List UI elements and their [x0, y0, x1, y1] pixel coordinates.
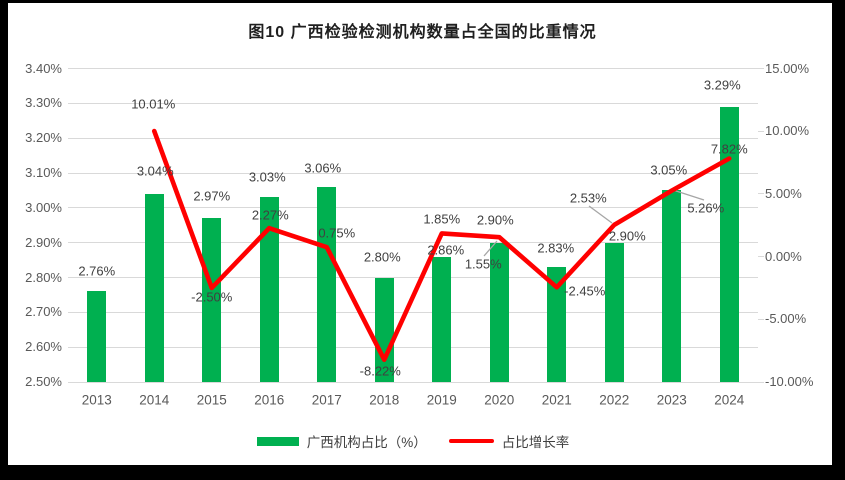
line-label: 10.01%: [131, 96, 176, 112]
leader-line: [483, 240, 498, 257]
x-tick-label: 2022: [599, 392, 630, 408]
bar-label: 2.86%: [427, 242, 465, 258]
leader-line: [588, 205, 613, 224]
x-tick-label: 2020: [484, 392, 515, 408]
y-left-tick-label: 2.90%: [25, 234, 62, 250]
x-tick-label: 2023: [656, 392, 687, 408]
line-label: 2.27%: [251, 207, 289, 223]
bar-label: 2.97%: [193, 188, 231, 204]
x-tick-label: 2019: [426, 392, 457, 408]
legend-bar-label: 广西机构占比（%）: [306, 435, 427, 450]
bar-label: 2.76%: [78, 263, 116, 279]
bar-2018: [374, 277, 394, 382]
bar-label: 3.06%: [304, 160, 342, 176]
right-axis-tick: [758, 256, 764, 258]
x-tick-label: 2013: [81, 392, 112, 408]
x-tick-label: 2014: [139, 392, 170, 408]
line-label: 2.53%: [569, 190, 607, 206]
y-left-tick-label: 2.80%: [25, 269, 62, 285]
y-left-tick-label: 3.40%: [25, 60, 62, 76]
right-axis-tick: [758, 193, 764, 195]
x-tick-label: 2024: [714, 392, 745, 408]
gridline: [68, 102, 758, 104]
y-left-tick-label: 2.50%: [25, 374, 62, 389]
y-right-tick-label: 0.00%: [765, 248, 802, 264]
legend-line-swatch: [448, 438, 494, 444]
line-label: 5.26%: [687, 200, 725, 216]
bar-2016: [259, 197, 279, 382]
trend-line: [151, 128, 732, 362]
line-label: 7.82%: [710, 141, 748, 157]
y-left-tick-label: 3.00%: [25, 199, 62, 215]
bar-label: 3.29%: [703, 77, 741, 93]
x-tick-label: 2018: [369, 392, 400, 408]
y-right-tick-label: 10.00%: [765, 123, 810, 139]
bar-2020: [489, 242, 509, 382]
y-right-tick-label: 15.00%: [765, 60, 810, 76]
legend-line-label: 占比增长率: [501, 435, 570, 450]
gridline: [68, 172, 758, 174]
bar-2019: [432, 256, 452, 382]
right-axis-tick: [758, 318, 764, 320]
bar-2017: [317, 186, 337, 382]
y-left-tick-label: 3.10%: [25, 165, 62, 180]
leader-line: [672, 189, 705, 201]
right-axis-tick: [758, 68, 764, 69]
x-tick-label: 2015: [196, 392, 227, 408]
gridline: [68, 346, 758, 348]
bar-label: 2.90%: [476, 212, 514, 228]
legend-bar-swatch: [256, 436, 299, 446]
bar-2024: [719, 106, 739, 382]
chart-title: 图10 广西检验检测机构数量占全国的比重情况: [248, 24, 597, 41]
y-left-tick-label: 2.60%: [25, 339, 62, 355]
y-right-tick-label: -5.00%: [765, 311, 807, 327]
gridline: [68, 381, 758, 383]
gridline: [68, 207, 758, 209]
bar-label: 2.90%: [608, 228, 646, 244]
bar-2021: [547, 267, 567, 382]
bar-2023: [662, 190, 682, 382]
bar-label: 2.80%: [363, 249, 401, 264]
gridline: [68, 137, 758, 139]
line-label: 1.55%: [464, 256, 502, 272]
right-axis-tick: [758, 381, 764, 383]
gridline: [68, 277, 758, 278]
y-left-tick-label: 3.30%: [25, 95, 62, 111]
y-right-tick-label: -10.00%: [765, 374, 814, 389]
bar-label: 3.03%: [248, 169, 286, 185]
bar-2013: [87, 291, 107, 382]
bar-2015: [202, 218, 222, 382]
line-label: -2.50%: [191, 289, 233, 305]
line-label: -2.45%: [564, 283, 606, 299]
y-left-tick-label: 2.70%: [25, 304, 62, 320]
right-axis-tick: [758, 130, 764, 132]
gridline: [68, 68, 758, 69]
y-right-tick-label: 5.00%: [765, 185, 802, 201]
bar-2014: [144, 193, 164, 382]
line-label: 0.75%: [318, 225, 356, 241]
gridline: [68, 242, 758, 244]
x-tick-label: 2021: [541, 392, 572, 408]
bar-2022: [604, 242, 624, 382]
line-label: -8.22%: [359, 363, 401, 379]
gridline: [68, 311, 758, 313]
legend: 广西机构占比（%） 占比增长率: [68, 431, 758, 451]
bar-label: 3.04%: [136, 163, 174, 179]
y-left-tick-label: 3.20%: [25, 130, 62, 146]
x-tick-label: 2016: [254, 392, 285, 408]
bar-label: 3.05%: [650, 162, 688, 178]
line-label: 1.85%: [423, 211, 461, 227]
bar-label: 2.83%: [537, 240, 575, 256]
x-tick-label: 2017: [311, 392, 342, 408]
